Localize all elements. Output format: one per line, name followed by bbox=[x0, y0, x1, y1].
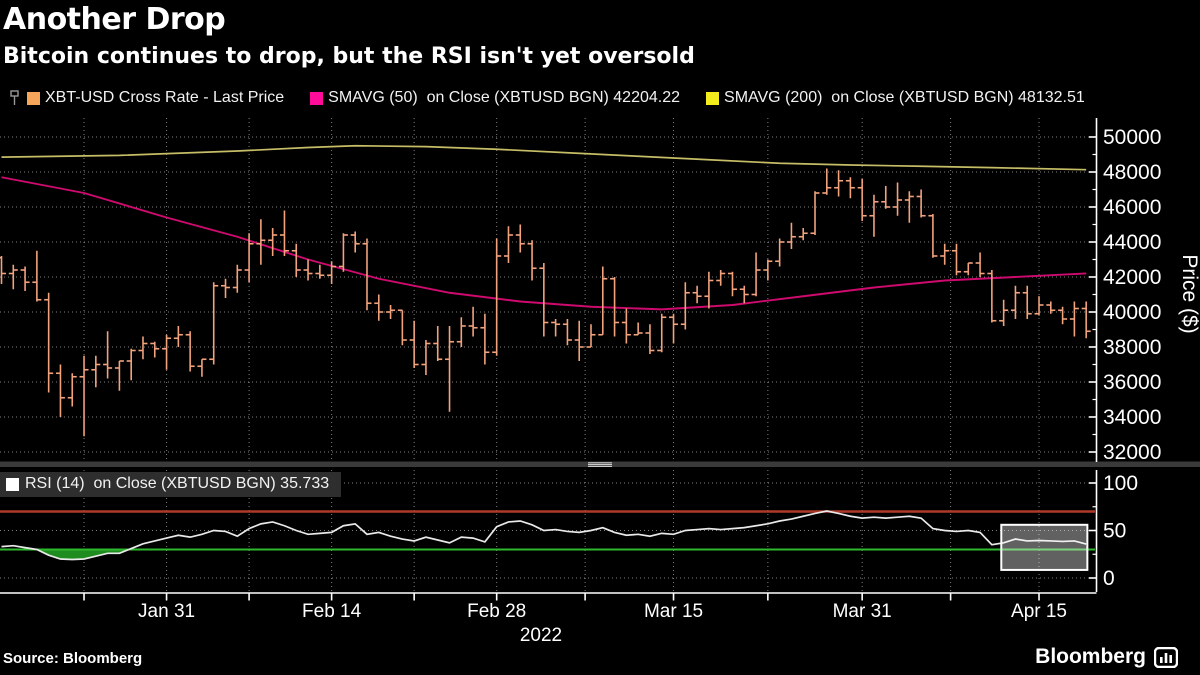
legend-label-last-price: XBT-USD Cross Rate - Last Price bbox=[45, 89, 285, 106]
price-axis-title: Price ($) bbox=[1178, 254, 1200, 333]
rsi-highlight-box bbox=[1000, 523, 1089, 571]
x-tick-label: Feb 14 bbox=[302, 601, 362, 622]
x-tick-label: Jan 31 bbox=[138, 601, 195, 622]
smavg200-line bbox=[1, 144, 1087, 171]
rsi-legend-swatch bbox=[6, 477, 19, 491]
legend-swatch-1 bbox=[310, 91, 324, 105]
rsi-line bbox=[1, 510, 1087, 561]
page-subtitle: Bitcoin continues to drop, but the RSI i… bbox=[3, 44, 695, 69]
rsi-tick-label: 0 bbox=[1103, 567, 1115, 590]
legend-swatch-2 bbox=[706, 91, 720, 105]
legend-item-smavg200[interactable]: SMAVG (200) on Close (XBTUSD BGN) 48132.… bbox=[706, 89, 1085, 107]
price-tick-label: 50000 bbox=[1103, 126, 1161, 149]
source-note: Source: Bloomberg bbox=[3, 650, 143, 667]
legend-swatch-0 bbox=[27, 91, 40, 105]
rsi-tick-label: 100 bbox=[1103, 472, 1138, 495]
bloomberg-mark-icon bbox=[1154, 646, 1178, 668]
price-tick-label: 40000 bbox=[1103, 301, 1161, 324]
rsi-legend-label: RSI (14) on Close (XBTUSD BGN) 35.733 bbox=[25, 475, 330, 492]
rsi-tick-label: 50 bbox=[1103, 520, 1126, 543]
price-tick-label: 34000 bbox=[1103, 406, 1161, 429]
legend-tree-icon bbox=[10, 90, 20, 106]
price-legend: XBT-USD Cross Rate - Last Price SMAVG (5… bbox=[10, 89, 1085, 107]
price-tick-label: 38000 bbox=[1103, 336, 1161, 359]
panel-divider-handle[interactable] bbox=[588, 462, 612, 467]
x-tick-label: Apr 15 bbox=[1011, 601, 1067, 622]
x-tick-label: Mar 15 bbox=[644, 601, 703, 622]
bloomberg-logo: Bloomberg bbox=[1035, 645, 1178, 669]
price-tick-label: 42000 bbox=[1103, 266, 1161, 289]
bloomberg-wordmark: Bloomberg bbox=[1035, 645, 1146, 668]
page-title: Another Drop bbox=[3, 2, 226, 37]
legend-item-smavg50[interactable]: SMAVG (50) on Close (XBTUSD BGN) 42204.2… bbox=[310, 89, 680, 107]
legend-label-smavg200: SMAVG (200) on Close (XBTUSD BGN) 48132.… bbox=[724, 89, 1085, 106]
legend-label-smavg50: SMAVG (50) on Close (XBTUSD BGN) 42204.2… bbox=[328, 89, 681, 106]
price-tick-label: 44000 bbox=[1103, 231, 1161, 254]
ohlc-series bbox=[0, 168, 1091, 437]
price-tick-label: 48000 bbox=[1103, 161, 1161, 184]
price-tick-label: 36000 bbox=[1103, 371, 1161, 394]
legend-item-last-price[interactable]: XBT-USD Cross Rate - Last Price bbox=[10, 89, 284, 107]
price-tick-label: 46000 bbox=[1103, 196, 1161, 219]
smavg50-line bbox=[1, 176, 1087, 311]
x-tick-label: Feb 28 bbox=[467, 601, 526, 622]
rsi-oversold-fill bbox=[1, 549, 1087, 560]
rsi-legend[interactable]: RSI (14) on Close (XBTUSD BGN) 35.733 bbox=[0, 472, 342, 497]
x-tick-label: Mar 31 bbox=[833, 601, 892, 622]
price-tick-label: 32000 bbox=[1103, 441, 1161, 464]
x-axis-year-label: 2022 bbox=[520, 625, 562, 646]
